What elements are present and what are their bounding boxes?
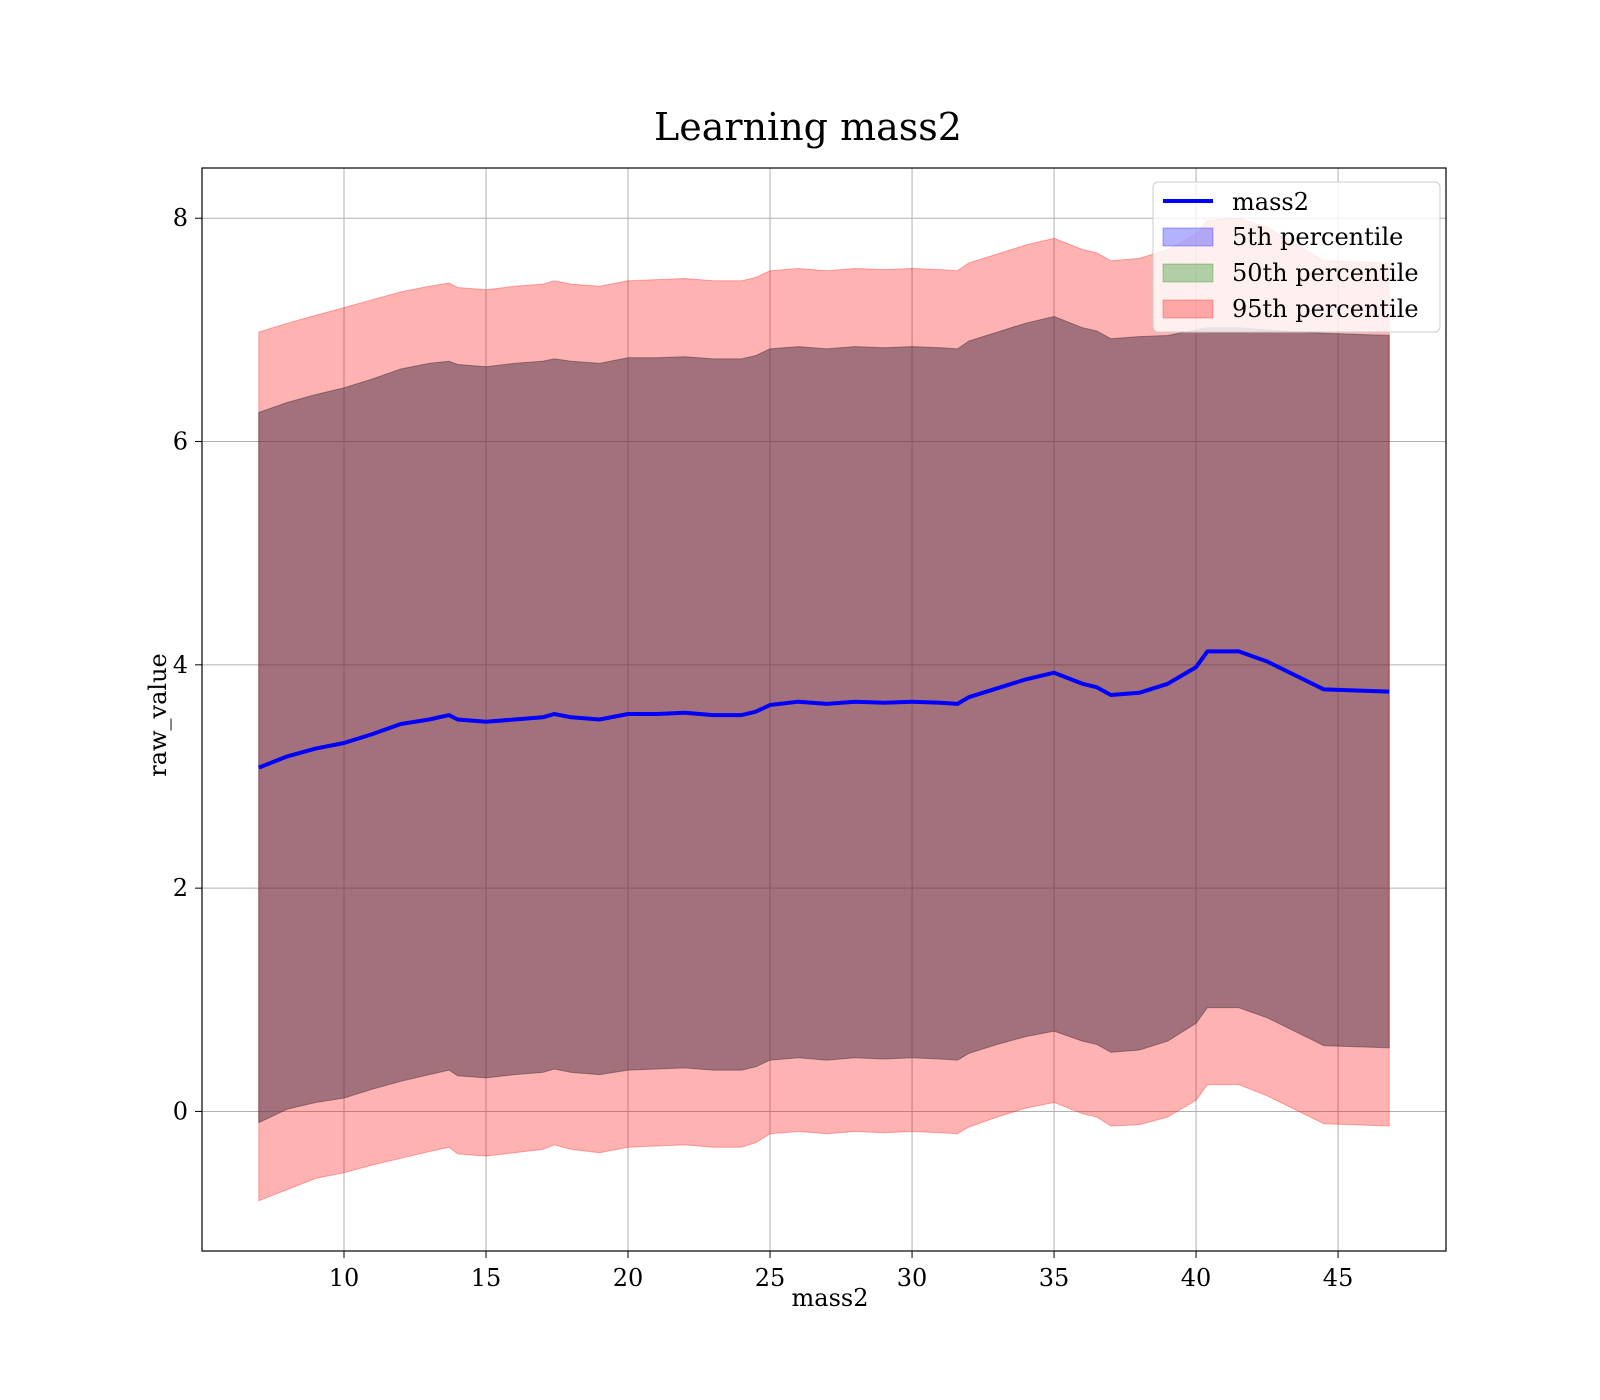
band-95th-percentile xyxy=(258,217,1390,1202)
x-tick-label: 15 xyxy=(471,1264,502,1292)
x-axis-label: mass2 xyxy=(792,1284,869,1312)
band-5th-percentile xyxy=(258,315,1390,1124)
y-axis-ticks: 0 2 4 6 8 xyxy=(173,204,202,1125)
x-tick-label: 35 xyxy=(1039,1264,1070,1292)
x-tick-label: 30 xyxy=(897,1264,928,1292)
legend-label-95th-percentile: 95th percentile xyxy=(1232,295,1419,323)
y-tick-label: 8 xyxy=(173,204,188,232)
legend-swatch-5th-percentile xyxy=(1162,227,1214,247)
legend-swatch-95th-percentile xyxy=(1162,299,1214,319)
legend-label-mass2: mass2 xyxy=(1232,188,1309,216)
x-tick-label: 20 xyxy=(613,1264,644,1292)
plot-frame xyxy=(201,167,1447,1252)
line-mass2 xyxy=(258,649,1390,770)
y-tick-label: 6 xyxy=(173,428,188,456)
y-tick-label: 2 xyxy=(173,874,188,902)
legend: mass2 5th percentile 50th percentile 95t… xyxy=(1152,181,1441,333)
chart-title: Learning mass2 xyxy=(654,105,962,149)
x-tick-label: 40 xyxy=(1181,1264,1212,1292)
x-tick-label: 10 xyxy=(329,1264,360,1292)
x-axis-ticks: 10 15 20 25 30 35 40 45 xyxy=(329,1251,1354,1292)
y-tick-label: 0 xyxy=(173,1097,188,1125)
mass2-line-layer xyxy=(258,649,1390,770)
x-tick-label: 45 xyxy=(1323,1264,1354,1292)
y-tick-label: 4 xyxy=(173,651,188,679)
legend-box xyxy=(1152,181,1441,333)
x-tick-label: 25 xyxy=(755,1264,786,1292)
legend-label-5th-percentile: 5th percentile xyxy=(1232,223,1403,251)
y-axis-label: raw_value xyxy=(144,653,172,777)
percentile-bands xyxy=(258,217,1390,1202)
legend-label-50th-percentile: 50th percentile xyxy=(1232,259,1419,287)
legend-swatch-50th-percentile xyxy=(1162,263,1214,283)
band-50th-percentile xyxy=(258,315,1390,1124)
